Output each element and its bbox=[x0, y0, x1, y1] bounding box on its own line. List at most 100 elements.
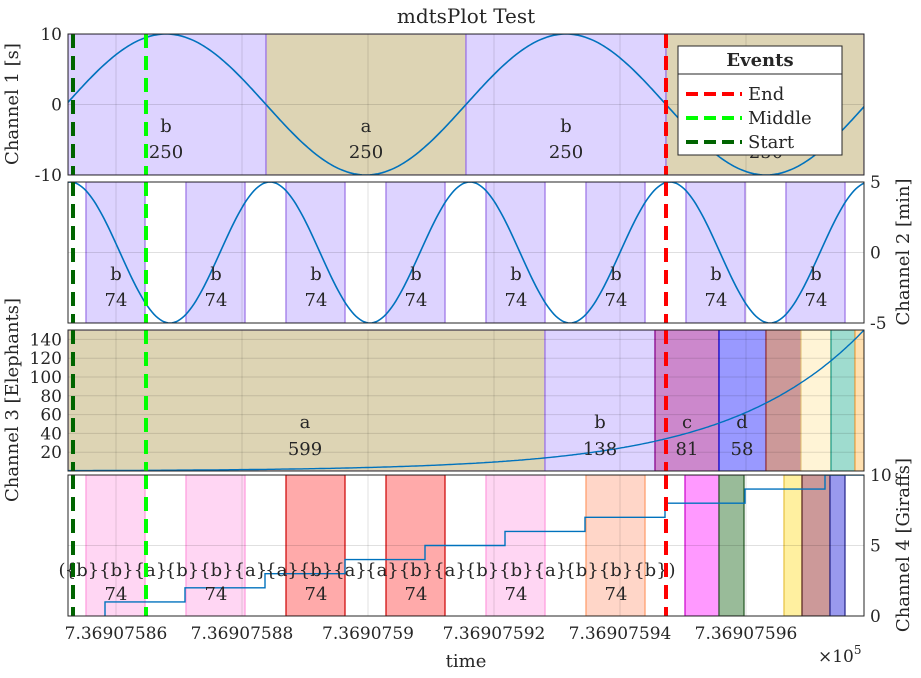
channel-2-region-8 bbox=[785, 182, 846, 323]
region-count-label: 74 bbox=[505, 584, 528, 605]
y-tick-label-channel-3: 100 bbox=[30, 368, 62, 388]
channel-3-region-8 bbox=[854, 330, 864, 471]
y-tick-label-channel-3: 120 bbox=[30, 349, 62, 369]
channel-4-region-2 bbox=[185, 475, 246, 616]
region-count-label: 74 bbox=[305, 290, 328, 311]
channel-1-region-1 bbox=[68, 34, 267, 175]
legend-entry-middle: Middle bbox=[748, 108, 812, 129]
channel-2-region-1 bbox=[85, 182, 146, 323]
channel-3-region-2 bbox=[544, 330, 656, 471]
channel-1-region-2 bbox=[265, 34, 467, 175]
y-tick-label-channel-3: 140 bbox=[30, 330, 62, 350]
x-tick-label: 7.3690759 bbox=[322, 624, 414, 644]
region-category-label: d bbox=[736, 412, 748, 433]
region-category-label: {a}{b}{a} bbox=[365, 560, 467, 581]
legend[interactable]: Events End Middle Start bbox=[677, 45, 843, 156]
region-count-label: 81 bbox=[676, 439, 699, 460]
channel-2-region-7 bbox=[685, 182, 746, 323]
x-tick-label: 7.36907586 bbox=[65, 624, 168, 644]
channel-4-region-10 bbox=[801, 475, 831, 616]
region-category-label: a bbox=[361, 116, 372, 137]
channel-4-region-8 bbox=[718, 475, 745, 616]
y-tick-label-channel-1: 0 bbox=[51, 96, 62, 116]
region-category-label: c bbox=[682, 412, 692, 433]
region-count-label: 74 bbox=[205, 584, 228, 605]
region-count-label: 74 bbox=[705, 290, 728, 311]
legend-entry-end: End bbox=[748, 84, 784, 105]
y-axis-label-channel-4: Channel 4 [Giraffs] bbox=[893, 458, 914, 632]
region-category-label: a bbox=[300, 412, 311, 433]
panel-channel-4: {b}{b}{a} 74 {b}{b}{a} 74 {a}{b}{a} 74 {a}{b}{… bbox=[58, 458, 914, 644]
y-tick-label-channel-1: -10 bbox=[35, 166, 62, 186]
region-category-label: b bbox=[560, 116, 572, 137]
channel-4-label-close-paren: ) bbox=[668, 560, 675, 581]
region-category-label: b bbox=[410, 264, 422, 285]
y-tick-label-channel-1: 10 bbox=[40, 25, 62, 45]
channel-2-region-6 bbox=[585, 182, 646, 323]
legend-box bbox=[677, 45, 843, 156]
panel-1-frame bbox=[67, 33, 865, 176]
region-count-label: 74 bbox=[405, 584, 428, 605]
region-category-label: {b}{b}{a} bbox=[65, 560, 168, 581]
region-count-label: 74 bbox=[105, 290, 128, 311]
channel-3-series-line bbox=[68, 330, 864, 471]
region-category-label: b bbox=[610, 264, 622, 285]
y-tick-label-channel-3: 20 bbox=[40, 443, 62, 463]
channel-2-series-line bbox=[68, 182, 864, 323]
region-count-label: 74 bbox=[305, 584, 328, 605]
channel-3-region-6 bbox=[800, 330, 832, 471]
legend-entry-start: Start bbox=[748, 132, 795, 153]
region-count-label: 74 bbox=[605, 584, 628, 605]
panel-3-frame bbox=[67, 329, 865, 472]
region-category-label: b bbox=[310, 264, 322, 285]
channel-4-region-11 bbox=[829, 475, 846, 616]
region-count-label: 74 bbox=[205, 290, 228, 311]
region-count-label: 74 bbox=[505, 290, 528, 311]
region-count-label: 138 bbox=[583, 439, 617, 460]
channel-4-region-6 bbox=[585, 475, 646, 616]
figure-title: mdtsPlot Test bbox=[397, 4, 535, 28]
channel-2-region-2 bbox=[185, 182, 246, 323]
channel-4-region-3 bbox=[285, 475, 346, 616]
panel-4-frame bbox=[67, 474, 865, 617]
channel-2-region-5 bbox=[485, 182, 546, 323]
x-tick-label: 7.36907594 bbox=[569, 624, 672, 644]
x-tick-label: 7.36907596 bbox=[695, 624, 798, 644]
channel-4-label-open-paren: ( bbox=[58, 560, 65, 581]
region-category-label: b bbox=[594, 412, 606, 433]
y-axis-label-channel-3: Channel 3 [Elephants] bbox=[2, 298, 23, 502]
y-tick-label-channel-2: -5 bbox=[870, 314, 887, 334]
panel-channel-2: b 74 b 74 b 74 b 74 b 74 b 74 b 74 b 74 -5 0 5 Channel 2 … bbox=[67, 173, 914, 334]
region-count-label: 74 bbox=[605, 290, 628, 311]
x-axis-exponent: ×105 bbox=[818, 643, 862, 667]
x-axis-label: time bbox=[446, 651, 487, 672]
region-count-label: 250 bbox=[149, 142, 183, 163]
y-tick-label-channel-3: 40 bbox=[40, 424, 62, 444]
region-count-label: 250 bbox=[349, 142, 383, 163]
region-category-label: b bbox=[710, 264, 722, 285]
region-category-label: {b}{b}{b} bbox=[564, 560, 667, 581]
region-category-label: {b}{b}{a} bbox=[165, 560, 268, 581]
region-category-label: {b}{b}{a} bbox=[465, 560, 568, 581]
x-tick-label: 7.36907592 bbox=[443, 624, 546, 644]
region-category-label: b bbox=[810, 264, 822, 285]
channel-4-series-line bbox=[104, 475, 864, 616]
region-category-label: b bbox=[110, 264, 122, 285]
y-axis-label-channel-2: Channel 2 [min] bbox=[893, 178, 914, 325]
region-count-label: 74 bbox=[805, 290, 828, 311]
channel-2-region-3 bbox=[285, 182, 346, 323]
region-category-label: b bbox=[210, 264, 222, 285]
region-count-label: 599 bbox=[288, 439, 322, 460]
x-tick-label: 7.36907588 bbox=[191, 624, 294, 644]
legend-title: Events bbox=[726, 50, 793, 71]
region-category-label: b bbox=[160, 116, 172, 137]
region-count-label: 250 bbox=[549, 142, 583, 163]
channel-1-series-line bbox=[68, 34, 864, 175]
y-tick-label-channel-3: 80 bbox=[40, 387, 62, 407]
channel-2-region-4 bbox=[385, 182, 446, 323]
y-axis-label-channel-1: Channel 1 [s] bbox=[2, 43, 23, 165]
y-tick-label-channel-4: 10 bbox=[870, 466, 892, 486]
